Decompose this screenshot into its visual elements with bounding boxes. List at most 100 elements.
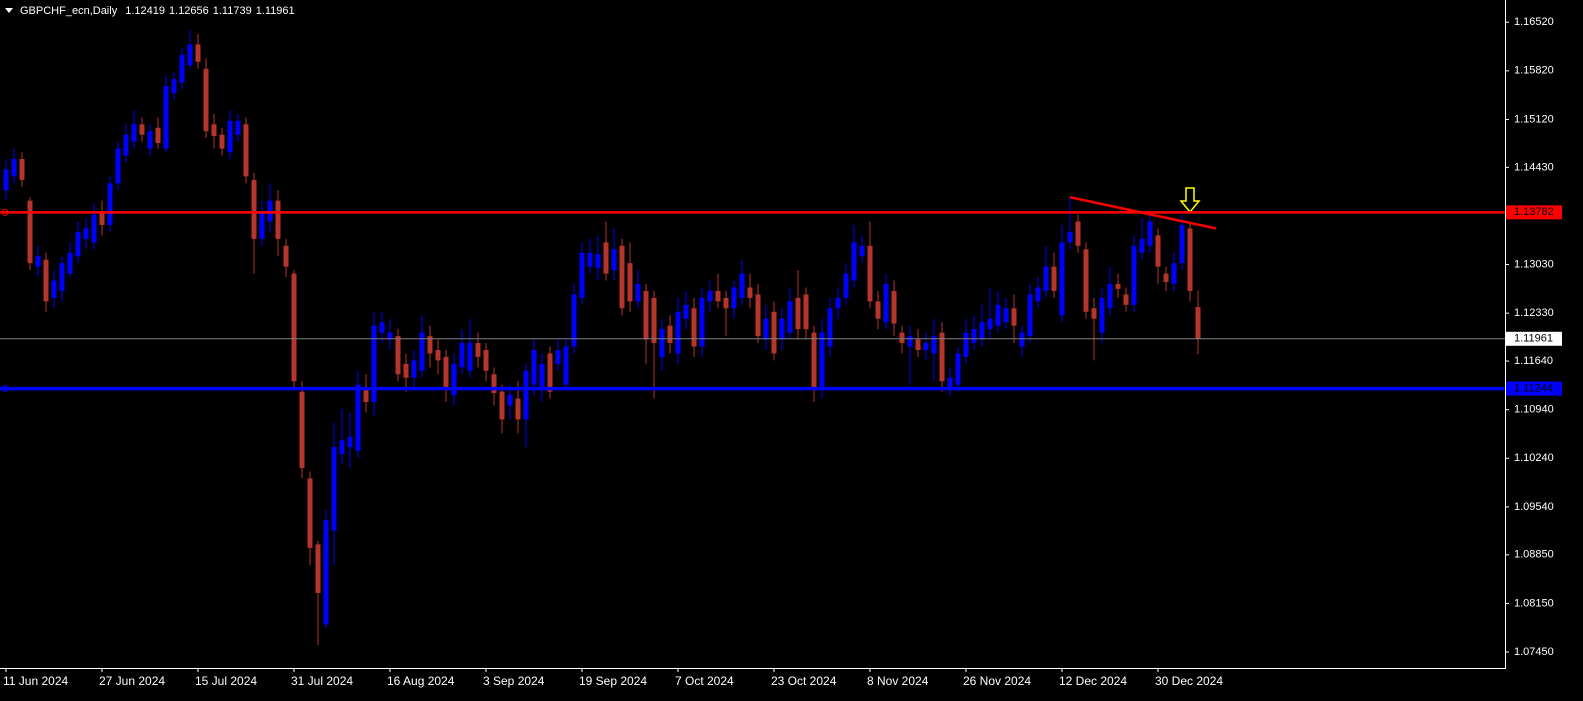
candle-body [835,297,841,309]
y-tick-label: 1.08150 [1514,597,1554,609]
candle-body [827,308,833,347]
candle-body [1139,238,1145,253]
y-tick-label: 1.13030 [1514,258,1554,270]
candle-body [1115,284,1121,289]
candle-body [899,332,905,344]
candle-body [323,520,329,625]
candle-body [195,44,201,62]
candle-body [1099,297,1105,333]
candle-body [155,127,161,144]
candle-body [307,478,313,548]
candle-body [1067,231,1073,243]
candle-body [595,254,601,269]
candle-body [355,384,361,451]
candle-body [907,336,913,347]
candle-body [347,436,353,448]
candle-body [987,318,993,330]
candle-body [611,249,617,271]
candle-body [1011,308,1017,326]
candle-body [491,374,497,394]
y-tick-label: 1.12330 [1514,307,1554,319]
candle-body [1171,263,1177,285]
candle-body [955,353,961,385]
candle-body [1003,308,1009,323]
candle-body [619,245,625,309]
candle-body [371,325,377,403]
candle-body [651,297,657,344]
candle-body [403,363,409,378]
candle-body [939,332,945,382]
candle-body [435,349,441,361]
candle-body [11,159,17,177]
candle-body [659,329,665,357]
candle-body [627,263,633,302]
candle-body [1187,228,1193,291]
candle-body [291,273,297,382]
candle-body [923,343,929,350]
candle-body [99,211,105,225]
candle-body [363,388,369,403]
candle-body [1091,308,1097,319]
candle-body [635,284,641,302]
candle-body [179,54,185,83]
menu-triangle[interactable] [5,8,13,13]
trendline [1069,195,1217,230]
level-label-box [1506,381,1562,396]
candle-body [411,360,417,378]
x-tick-label: 15 Jul 2024 [195,674,257,688]
candle-body [139,124,145,135]
candle-body [843,273,849,298]
candle-body [43,259,49,302]
candle-body [475,343,481,357]
candle-body [723,297,729,309]
candle-body [107,183,113,225]
y-tick-label: 1.09540 [1514,501,1554,513]
candle-body [931,336,937,354]
level-label: 1.11244 [1514,382,1553,394]
candle-body [171,79,177,94]
candle-body [251,179,257,239]
candle-body [59,263,65,291]
x-tick-label: 19 Sep 2024 [579,674,647,688]
x-tick-label: 12 Dec 2024 [1059,674,1127,688]
candle-body [563,346,569,385]
y-tick-label: 1.10240 [1514,452,1554,464]
candle-body [859,245,865,257]
candle-body [507,395,513,406]
candle-body [1131,245,1137,305]
candle-body [691,308,697,347]
candle-body [587,252,593,267]
candle-body [379,322,385,333]
candle-body [459,343,465,368]
candle-body [1107,284,1113,309]
x-tick-label: 23 Oct 2024 [771,674,837,688]
header-close: 1.11961 [256,5,295,17]
chart-header: GBPCHF_ecn,Daily 1.12419 1.12656 1.11739 1.1… [20,5,295,17]
signal-arrow [1179,187,1201,214]
candle-body [83,228,89,239]
candle-body [731,287,737,309]
candle-body [787,301,793,333]
price-label: 1.11961 [1514,333,1553,345]
candle-body [243,124,249,177]
candle-body [283,245,289,267]
candle-body [811,332,817,389]
candle-body [91,214,97,243]
candle-body [1043,266,1049,291]
candle-body [1035,287,1041,302]
x-tick-label: 26 Nov 2024 [963,674,1031,688]
y-tick-label: 1.10940 [1514,404,1554,416]
candle-body [1027,294,1033,337]
candle-body [547,353,553,392]
candle-body [867,245,873,302]
x-tick-label: 30 Dec 2024 [1155,674,1223,688]
candle-body [915,339,921,350]
candle-body [67,252,73,274]
candle-body [1075,221,1081,246]
candle-body [427,336,433,354]
candle-body [667,325,673,344]
level-label: 1.13782 [1514,206,1554,218]
level-label-box [1506,205,1562,220]
